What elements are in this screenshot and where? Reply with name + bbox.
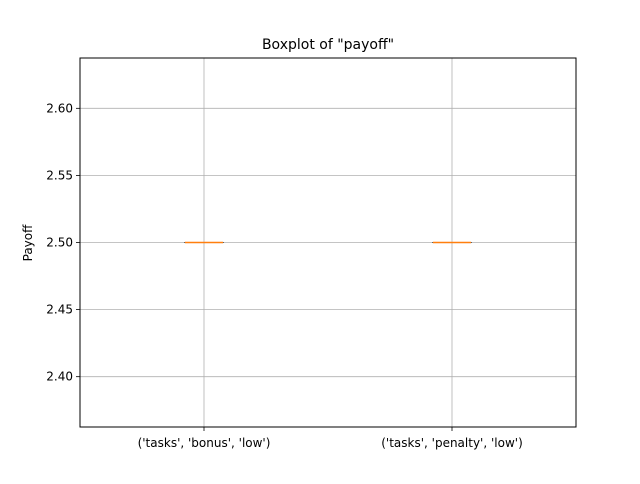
y-tick-label: 2.60 <box>46 101 73 115</box>
y-axis-label: Payoff <box>21 224 35 261</box>
y-tick-label: 2.55 <box>46 168 73 182</box>
y-tick-label: 2.40 <box>46 370 73 384</box>
y-tick-label: 2.45 <box>46 303 73 317</box>
x-tick-label: ('tasks', 'penalty', 'low') <box>381 436 523 450</box>
chart-title: Boxplot of "payoff" <box>262 37 394 53</box>
y-tick-label: 2.50 <box>46 236 73 250</box>
x-tick-label: ('tasks', 'bonus', 'low') <box>138 436 271 450</box>
